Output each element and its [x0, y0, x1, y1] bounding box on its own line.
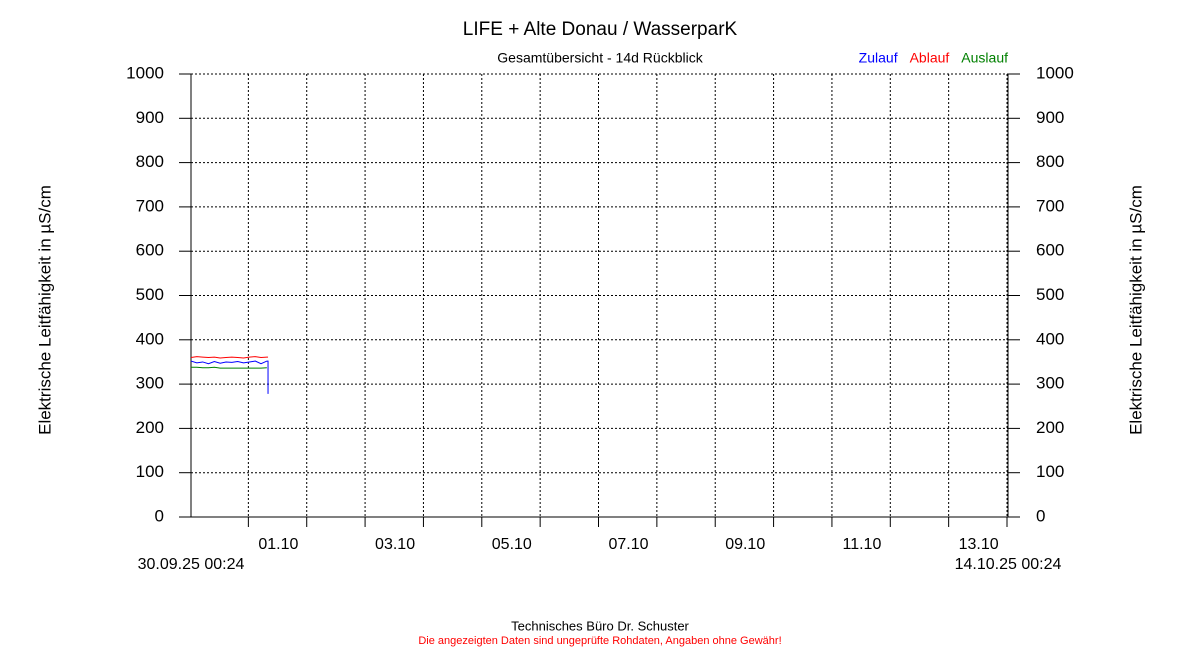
y-tick-label: 500: [136, 285, 164, 304]
x-tick-label: 01.10: [258, 536, 298, 553]
series-line: [190, 360, 269, 394]
x-tick-label: 09.10: [725, 536, 765, 553]
x-end-label: 14.10.25 00:24: [955, 556, 1062, 573]
x-tick-label: 05.10: [492, 536, 532, 553]
y2-tick-label: 800: [1036, 152, 1064, 171]
y2-tick-label: 1000: [1036, 63, 1074, 82]
y-tick-label: 600: [136, 241, 164, 260]
y2-tick-label: 0: [1036, 506, 1045, 525]
x-tick-label: 03.10: [375, 536, 415, 553]
y2-tick-label: 200: [1036, 418, 1064, 437]
y2-tick-label: 300: [1036, 374, 1064, 393]
footer: Technisches Büro Dr. Schuster: [511, 618, 689, 633]
y-axis-label: Elektrische Leitfähigkeit in µS/cm: [35, 185, 54, 435]
y2-tick-label: 700: [1036, 196, 1064, 215]
y2-tick-label: 500: [1036, 285, 1064, 304]
legend-entry: Auslauf: [961, 50, 1008, 66]
x-tick-label: 13.10: [959, 536, 999, 553]
y-tick-label: 900: [136, 108, 164, 127]
y2-tick-label: 400: [1036, 329, 1064, 348]
y-tick-label: 1000: [126, 63, 164, 82]
y-tick-label: 400: [136, 329, 164, 348]
y-tick-label: 700: [136, 196, 164, 215]
legend-entry: Ablauf: [910, 50, 950, 66]
y2-tick-label: 100: [1036, 462, 1064, 481]
chart-subtitle: Gesamtübersicht - 14d Rückblick: [497, 50, 703, 66]
disclaimer: Die angezeigten Daten sind ungeprüfte Ro…: [418, 635, 781, 647]
y-tick-label: 300: [136, 374, 164, 393]
x-start-label: 30.09.25 00:24: [138, 556, 245, 573]
series-line: [191, 366, 267, 369]
y2-tick-label: 600: [1036, 241, 1064, 260]
chart-title: LIFE + Alte Donau / WasserparK: [463, 19, 738, 40]
y-tick-label: 0: [155, 506, 164, 525]
x-tick-label: 07.10: [608, 536, 648, 553]
legend-entry: Zulauf: [859, 50, 898, 66]
y2-axis-label: Elektrische Leitfähigkeit in µS/cm: [1126, 185, 1145, 435]
x-tick-label: 11.10: [843, 536, 882, 553]
y-tick-label: 100: [136, 462, 164, 481]
y-tick-label: 800: [136, 152, 164, 171]
series-line: [190, 356, 269, 359]
y2-tick-label: 900: [1036, 108, 1064, 127]
y-tick-label: 200: [136, 418, 164, 437]
